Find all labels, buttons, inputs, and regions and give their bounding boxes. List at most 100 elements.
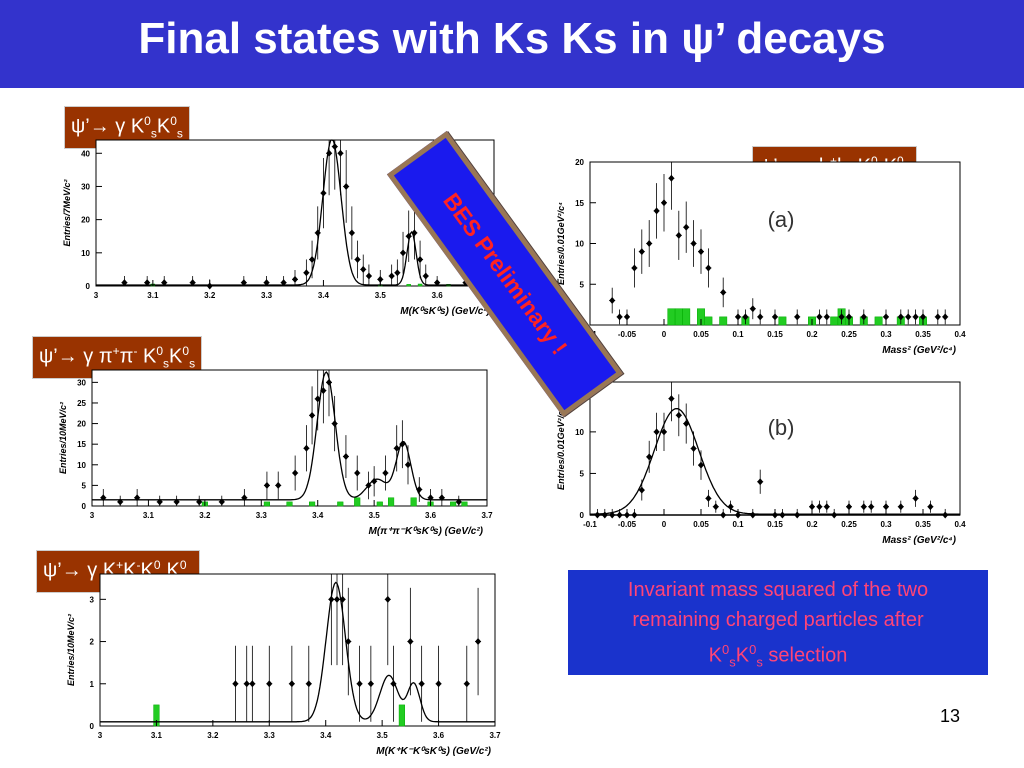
data-point [475, 587, 482, 696]
data-point [897, 500, 904, 513]
bg-hist-bar [376, 501, 383, 507]
data-point [772, 309, 778, 325]
x-tick-label: 0.3 [880, 520, 892, 529]
data-point [382, 455, 389, 491]
data-point [405, 445, 411, 485]
y-tick-label: 0 [580, 511, 585, 520]
x-tick-label: 3.2 [199, 511, 211, 520]
data-point [816, 500, 823, 513]
data-point [624, 309, 630, 325]
x-tick-label: 3 [90, 511, 95, 520]
data-point [405, 210, 412, 262]
data-point [638, 479, 645, 501]
y-tick-label: 20 [81, 216, 90, 225]
data-point [411, 206, 418, 260]
data-point [303, 425, 310, 472]
data-point [365, 471, 372, 500]
data-point [668, 382, 675, 422]
y-tick-label: 0 [86, 282, 91, 291]
data-point [609, 508, 616, 519]
x-tick-label: -0.05 [618, 330, 637, 339]
bg-hist-bar [398, 704, 405, 727]
data-point [292, 269, 298, 286]
title-bar: Final states with Ks Ks in ψ’ decays [0, 0, 1024, 88]
x-tick-label: -0.1 [583, 520, 597, 529]
x-tick-label: 0.2 [806, 330, 818, 339]
data-point [371, 466, 378, 497]
bg-hist-bar [309, 501, 316, 507]
data-point [275, 471, 282, 500]
data-point [846, 500, 852, 513]
bg-hist-bar [406, 284, 411, 287]
data-point [794, 309, 801, 325]
y-axis-label: Entries/0.01GeV²/c⁴ [556, 407, 566, 490]
data-point [942, 508, 949, 519]
data-point [690, 220, 697, 267]
data-point [698, 229, 704, 274]
y-tick-label: 5 [82, 481, 87, 490]
y-tick-label: 20 [77, 420, 86, 429]
data-point [100, 489, 107, 506]
x-tick-label: 0.35 [915, 330, 931, 339]
data-point [342, 435, 349, 478]
data-point [735, 508, 741, 519]
data-point [455, 495, 462, 506]
data-point [339, 574, 346, 666]
bg-hist-bar [830, 316, 839, 326]
x-tick-label: 3.5 [375, 291, 387, 300]
x-axis-label: M(π⁺π⁻K⁰sK⁰s) (GeV/c²) [369, 526, 484, 537]
data-point [742, 309, 749, 325]
chart-mass2-a: -0.1-0.0500.050.10.150.20.250.30.350.405… [556, 158, 966, 356]
data-point [240, 276, 247, 287]
data-point [653, 183, 660, 239]
data-point [779, 508, 786, 519]
data-point [365, 264, 372, 286]
data-point [668, 162, 675, 210]
y-tick-label: 3 [90, 595, 95, 604]
bg-hist-bar [263, 501, 271, 507]
bg-hist-bar [682, 308, 691, 326]
data-point [241, 489, 248, 506]
y-tick-label: 5 [580, 280, 585, 289]
y-tick-label: 25 [77, 399, 86, 408]
bg-hist-bar [388, 497, 395, 507]
y-tick-label: 15 [575, 199, 584, 208]
data-point [161, 276, 168, 287]
data-point [416, 477, 423, 502]
data-point [823, 500, 830, 513]
x-tick-label: 3.3 [256, 511, 268, 520]
panel-annotation: (a) [768, 207, 795, 232]
bg-hist-bar [674, 308, 683, 326]
x-tick-label: 3 [98, 731, 103, 740]
x-axis-label: Mass² (GeV²/c⁴) [882, 345, 956, 356]
data-point [616, 508, 623, 519]
data-point [384, 574, 391, 666]
data-point [354, 455, 361, 491]
data-point [720, 277, 727, 308]
bg-hist-bar [337, 501, 344, 507]
data-point [331, 395, 338, 452]
data-point [838, 309, 845, 325]
data-point [360, 254, 367, 285]
data-point [438, 489, 445, 506]
x-tick-label: 3.2 [207, 731, 219, 740]
bg-hist-bar [667, 308, 676, 326]
x-axis-label: M(K⁺K⁻K⁰sK⁰s) (GeV/c²) [376, 746, 491, 757]
data-point [727, 500, 734, 513]
data-point [407, 587, 414, 696]
x-tick-label: 3.3 [261, 291, 273, 300]
x-axis-label: M(K⁰sK⁰s) (GeV/c²) [400, 306, 490, 317]
data-point [772, 508, 778, 519]
y-tick-label: 5 [580, 469, 585, 478]
data-point [794, 508, 801, 519]
data-point [121, 276, 128, 287]
data-point [757, 469, 764, 494]
data-point [388, 264, 395, 286]
data-point [303, 259, 310, 286]
y-axis-label: Entries/0.01GeV²/c⁴ [556, 202, 566, 285]
data-point [675, 210, 682, 260]
x-tick-label: 0.3 [880, 330, 892, 339]
data-point [394, 259, 401, 286]
y-axis-label: Entries/10MeV/c² [58, 401, 68, 474]
x-tick-label: 3.7 [489, 731, 501, 740]
